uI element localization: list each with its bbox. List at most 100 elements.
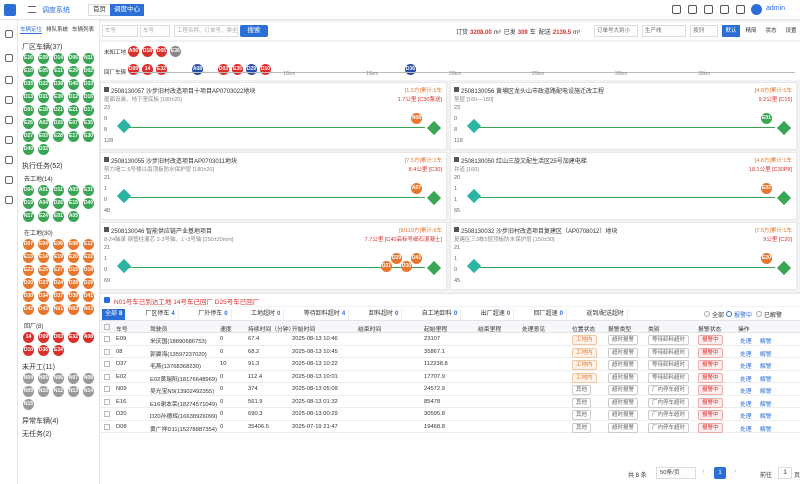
select[interactable]: 生产线 [642,25,686,37]
alarm-tab[interactable]: 返到/配送超时 [583,309,629,320]
vehicle-badge[interactable]: D07 [23,239,34,250]
checkbox[interactable] [104,423,110,430]
vehicle-badge[interactable]: E19 [53,252,64,263]
card-title[interactable]: 2508130055 沙步旧村改造项目AP0703011地块 [111,159,237,165]
vehicle-badge[interactable]: A01 [38,185,49,196]
vehicle-badge[interactable]: E03 [38,131,49,142]
checkbox[interactable] [104,324,110,330]
vehicle-badge[interactable]: E01 [53,211,64,222]
section-title[interactable]: 厂区车辆(37) [22,44,63,51]
vehicle-badge[interactable]: D45 [68,79,79,90]
vehicle-pin[interactable]: E02 [761,183,772,194]
vehicle-badge[interactable]: E24 [38,211,49,222]
vehicle-badge[interactable]: D03 [53,332,64,343]
next[interactable]: › [734,468,737,475]
section-title[interactable]: 执行任务(52) [22,163,63,170]
vehicle-pin[interactable]: D03 [218,64,229,75]
section-title[interactable]: 异常车辆(4) [22,418,59,425]
vehicle-badge[interactable]: E25 [38,265,49,276]
sidebar-tab[interactable]: 车辆定位 [20,27,43,34]
vehicle-badge[interactable]: E14 [38,252,49,263]
tab-active[interactable]: 调度中心 [110,4,144,16]
action-link[interactable]: 解警 [760,339,772,345]
vehicle-badge[interactable]: E23 [23,265,34,276]
action-link[interactable]: 处理 [740,401,752,408]
page-size[interactable]: 50条/页 [656,467,696,479]
vehicle-pin[interactable]: D29 [246,64,257,75]
vehicle-badge[interactable]: D25 [53,118,64,129]
vehicle-badge[interactable]: D12 [68,92,79,103]
vehicle-badge[interactable]: E16 [23,53,34,64]
section-title[interactable]: 未开工(11) [22,364,55,371]
vehicle-badge[interactable]: D38 [53,79,64,90]
action-link[interactable]: 解警 [760,414,772,420]
action-link[interactable]: 解警 [760,351,772,358]
view-button[interactable]: 默认 [722,25,740,37]
section-title[interactable]: 回厂(8) [24,324,44,330]
vehicle-badge[interactable]: E07 [68,118,79,129]
search-button[interactable]: 搜索 [240,25,268,37]
nav-icon[interactable] [5,54,13,62]
vehicle-badge[interactable]: N05 [38,373,49,384]
vehicle-badge[interactable]: N17 [23,211,34,222]
page-current[interactable]: 1 [714,467,726,479]
vehicle-badge[interactable]: D35 [23,79,34,90]
vehicle-badge[interactable]: D19 [23,198,34,209]
vehicle-badge[interactable]: N14 [83,386,94,397]
filter-input[interactable]: 工程名称、订单号、票全名 [174,25,238,37]
vehicle-pin[interactable]: D09 [128,64,139,75]
card-title[interactable]: 2508130050 红山三旋文配生活区25号加建电梯 [461,159,587,165]
filter-label[interactable]: 报警中 [734,313,753,319]
vehicle-badge[interactable]: D10 [23,345,34,356]
vehicle-badge[interactable]: E11 [53,66,64,77]
alarm-tab[interactable]: 全部 8 [102,309,126,320]
nav-icon[interactable] [5,176,13,184]
vehicle-badge[interactable]: E12 [83,239,94,250]
vehicle-badge[interactable]: D11 [53,185,64,196]
vehicle-badge[interactable]: N06 [53,373,64,384]
vehicle-badge[interactable]: N15 [23,399,34,410]
card-title[interactable]: 2508130032 沙步旧村改造项目复建区（AP0708012）地块 [461,229,618,235]
vehicle-pin[interactable]: E32 [156,64,167,75]
action-link[interactable]: 处理 [740,426,752,433]
vehicle-badge[interactable]: D13 [23,92,34,103]
vehicle-badge[interactable]: D27 [23,131,34,142]
vehicle-pin[interactable]: D18 [142,46,153,57]
vehicle-badge[interactable]: D43 [38,304,49,315]
vehicle-badge[interactable]: D16 [83,92,94,103]
nav-icon[interactable] [5,196,13,204]
alarm-tab[interactable]: 卸料超时 0 [366,309,403,320]
user-name[interactable]: admin [766,5,786,12]
vehicle-badge[interactable]: E22 [83,252,94,263]
filter-label[interactable]: 已解警 [764,313,783,319]
vehicle-badge[interactable]: N11 [83,53,94,64]
filter-input[interactable]: 车号 [102,25,138,37]
toolbar-icon[interactable] [720,5,729,14]
section-title[interactable]: 无任务(2) [22,431,52,438]
vehicle-badge[interactable]: N08 [83,373,94,384]
vehicle-badge[interactable]: D30 [23,291,34,302]
card-title[interactable]: 2508130046 智能供应链产业基地项目 [111,229,213,235]
nav-icon[interactable] [5,136,13,144]
action-link[interactable]: 解警 [760,364,772,370]
vehicle-badge[interactable]: D40 [23,144,34,155]
vehicle-badge[interactable]: A02 [38,118,49,129]
vehicle-pin[interactable]: D41 [411,253,422,264]
vehicle-badge[interactable]: D34 [38,291,49,302]
vehicle-badge[interactable]: D24 [53,278,64,289]
vehicle-badge[interactable]: E35 [83,118,94,129]
action-link[interactable]: 解警 [760,376,772,383]
vehicle-badge[interactable]: N04 [23,373,34,384]
vehicle-badge[interactable]: D42 [23,304,34,315]
action-link[interactable]: 处理 [740,389,752,395]
vehicle-badge[interactable]: D41 [83,291,94,302]
vehicle-badge[interactable]: E09 [38,53,49,64]
vehicle-pin[interactable]: A07 [411,183,422,194]
section-title[interactable]: 去工地(14) [24,177,53,183]
checkbox[interactable] [104,348,110,355]
vehicle-pin[interactable]: 14 [142,64,153,75]
vehicle-badge[interactable]: D14 [53,53,64,64]
action-link[interactable]: 处理 [740,364,752,370]
vehicle-badge[interactable]: D31 [38,92,49,103]
vehicle-badge[interactable]: E18 [38,105,49,116]
